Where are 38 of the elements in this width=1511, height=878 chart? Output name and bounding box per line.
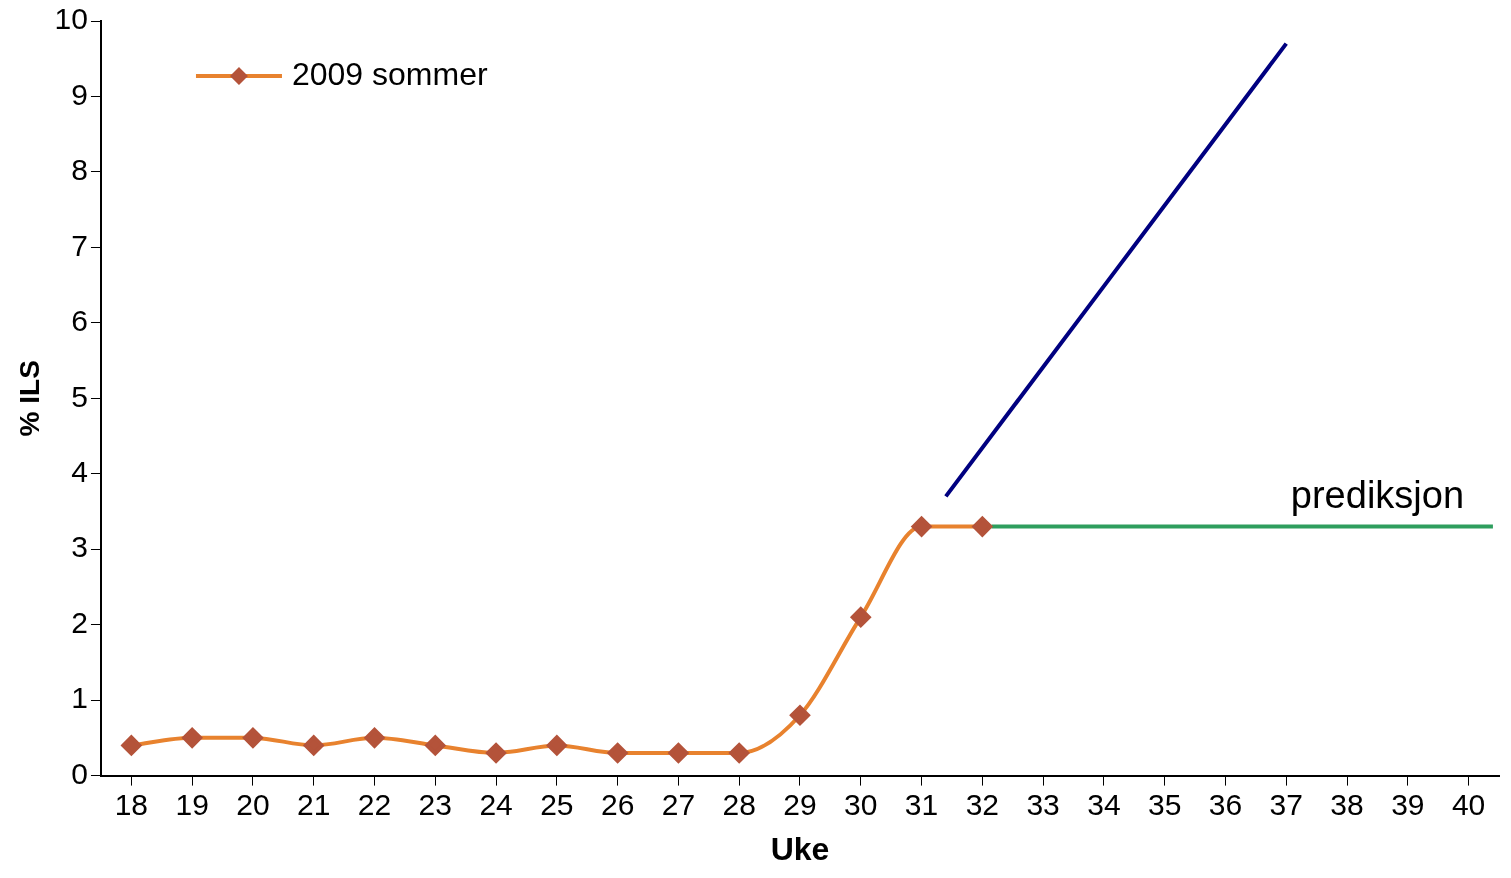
y-tick-label: 4 xyxy=(71,455,88,489)
x-tick-label: 26 xyxy=(600,787,635,821)
y-tick-label: 10 xyxy=(54,2,88,36)
y-tick-label: 7 xyxy=(71,228,88,262)
y-tick-label: 5 xyxy=(71,379,88,413)
y-tick-label: 8 xyxy=(71,153,88,187)
x-tick-label: 21 xyxy=(297,787,331,821)
x-tick-label: 23 xyxy=(418,787,452,821)
y-tick-label: 2 xyxy=(71,605,88,639)
x-tick-label: 40 xyxy=(1451,787,1486,821)
x-tick-label: 22 xyxy=(357,787,392,821)
y-tick-label: 3 xyxy=(71,530,88,564)
y-tick-label: 9 xyxy=(71,77,88,111)
x-tick-label: 39 xyxy=(1391,787,1425,821)
x-tick-label: 34 xyxy=(1087,787,1121,821)
y-tick-label: 1 xyxy=(71,681,88,715)
annotation: prediksjon xyxy=(1290,474,1465,517)
x-tick-label: 30 xyxy=(844,787,878,821)
x-tick-label: 33 xyxy=(1026,787,1060,821)
x-tick-label: 25 xyxy=(540,787,574,821)
x-tick-label: 32 xyxy=(965,787,1000,821)
y-axis-title: % ILS xyxy=(13,360,45,437)
x-tick-label: 28 xyxy=(722,787,756,821)
x-tick-label: 18 xyxy=(114,787,149,821)
y-tick-label: 0 xyxy=(71,756,88,790)
x-tick-label: 29 xyxy=(783,787,817,821)
x-axis-title: Uke xyxy=(770,830,830,867)
x-tick-label: 20 xyxy=(236,787,270,821)
x-tick-label: 36 xyxy=(1208,787,1243,821)
x-tick-label: 24 xyxy=(479,787,513,821)
x-tick-label: 38 xyxy=(1330,787,1364,821)
x-tick-label: 27 xyxy=(661,787,696,821)
y-tick-label: 6 xyxy=(71,304,88,338)
x-tick-label: 37 xyxy=(1269,787,1303,821)
legend-label: 2009 sommer xyxy=(291,55,488,92)
x-tick-label: 35 xyxy=(1148,787,1182,821)
x-tick-label: 31 xyxy=(904,787,939,821)
x-tick-label: 19 xyxy=(175,787,209,821)
